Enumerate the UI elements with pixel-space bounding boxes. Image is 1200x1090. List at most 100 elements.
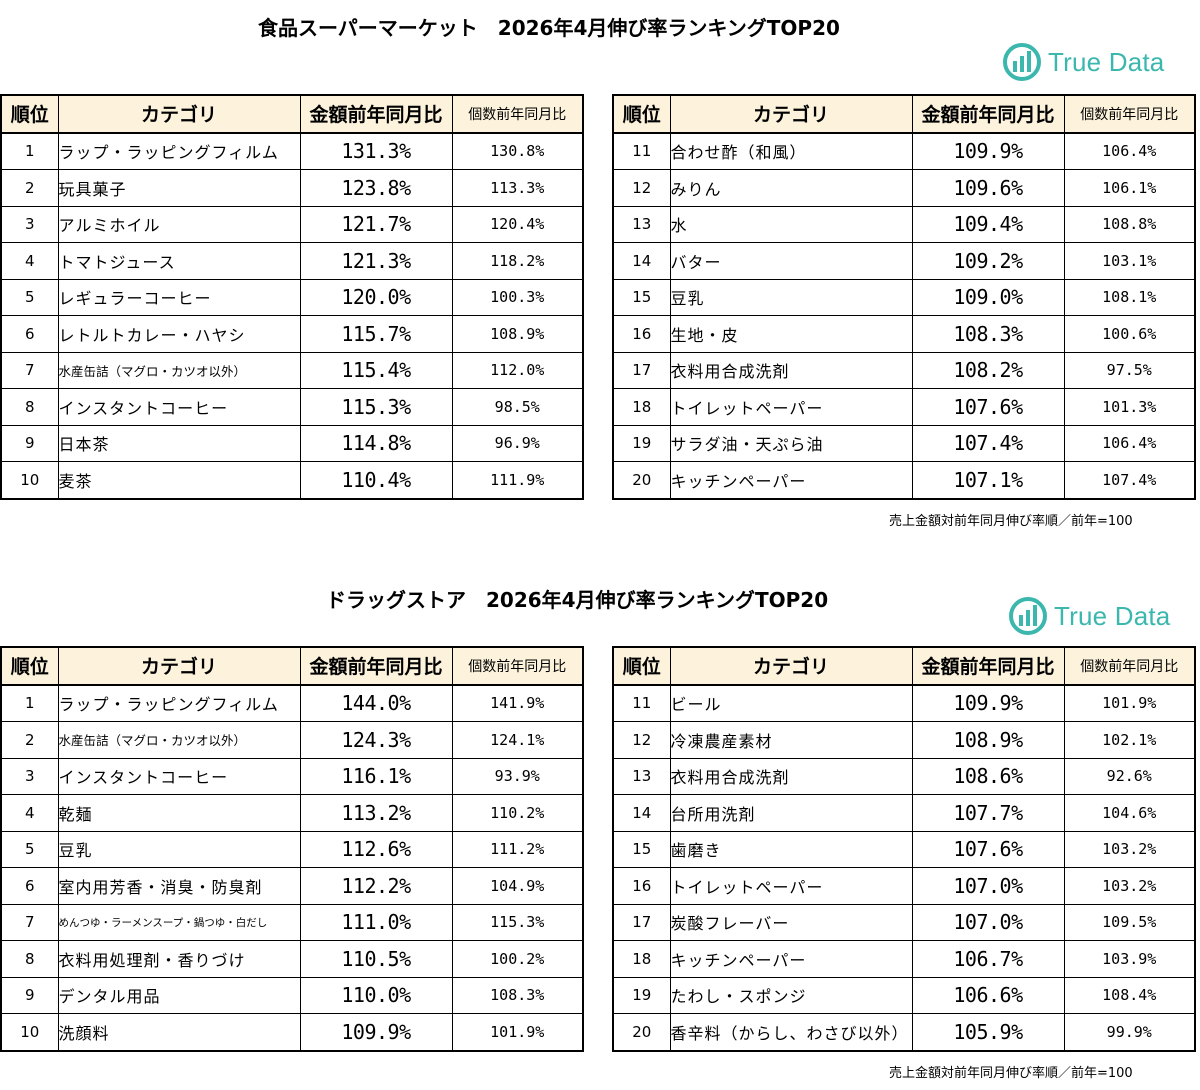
table-row: 14 台所用洗剤 107.7% 104.6% xyxy=(612,794,1196,832)
category-cell: 乾麺 xyxy=(57,794,301,832)
table-footnote-drugstore: 売上金額対前年同月伸び率順／前年=100 xyxy=(889,1066,1133,1081)
count-yoy-cell: 115.3% xyxy=(451,903,584,941)
table-row: 17 衣料用合成洗剤 108.2% 97.5% xyxy=(612,351,1196,389)
table-row: 13 水 109.4% 108.8% xyxy=(612,205,1196,243)
rank-cell: 15 xyxy=(612,278,671,316)
table-row: 4 トマトジュース 121.3% 118.2% xyxy=(0,242,584,280)
amount-yoy-cell: 109.9% xyxy=(911,132,1065,170)
header-category: カテゴリ xyxy=(669,646,913,686)
count-yoy-cell: 102.1% xyxy=(1063,721,1196,759)
count-yoy-cell: 108.9% xyxy=(451,315,584,353)
table-row: 3 インスタントコーヒー 116.1% 93.9% xyxy=(0,757,584,795)
category-cell: みりん xyxy=(669,169,913,207)
header-amount-yoy: 金額前年同月比 xyxy=(299,94,453,134)
category-cell: 炭酸フレーバー xyxy=(669,903,913,941)
count-yoy-cell: 96.9% xyxy=(451,424,584,462)
count-yoy-cell: 108.4% xyxy=(1063,976,1196,1014)
rank-cell: 8 xyxy=(0,940,59,978)
amount-yoy-cell: 107.1% xyxy=(911,461,1065,499)
amount-yoy-cell: 106.6% xyxy=(911,976,1065,1014)
table-row: 9 デンタル用品 110.0% 108.3% xyxy=(0,976,584,1014)
amount-yoy-cell: 107.6% xyxy=(911,388,1065,426)
rank-cell: 11 xyxy=(612,684,671,722)
category-cell: 日本茶 xyxy=(57,424,301,462)
table-row: 15 豆乳 109.0% 108.1% xyxy=(612,278,1196,316)
header-rank: 順位 xyxy=(0,646,59,686)
rank-cell: 8 xyxy=(0,388,59,426)
category-cell: キッチンペーパー xyxy=(669,940,913,978)
rank-cell: 7 xyxy=(0,903,59,941)
table-row: 18 トイレットペーパー 107.6% 101.3% xyxy=(612,388,1196,426)
table-row: 6 レトルトカレー・ハヤシ 115.7% 108.9% xyxy=(0,315,584,353)
rank-cell: 16 xyxy=(612,315,671,353)
table-header-row: 順位 カテゴリ 金額前年同月比 個数前年同月比 xyxy=(612,94,1196,134)
rank-cell: 17 xyxy=(612,351,671,389)
ranking-table-supermarket-11-20: 順位 カテゴリ 金額前年同月比 個数前年同月比 11 合わせ酢（和風） 109.9%… xyxy=(612,94,1196,500)
brand-name: True Data xyxy=(1048,46,1165,77)
category-cell: 豆乳 xyxy=(669,278,913,316)
header-count-yoy: 個数前年同月比 xyxy=(1063,94,1196,134)
count-yoy-cell: 108.3% xyxy=(451,976,584,1014)
rank-cell: 13 xyxy=(612,757,671,795)
table-row: 16 トイレットペーパー 107.0% 103.2% xyxy=(612,867,1196,905)
category-cell: たわし・スポンジ xyxy=(669,976,913,1014)
category-cell: 室内用芳香・消臭・防臭剤 xyxy=(57,867,301,905)
amount-yoy-cell: 112.2% xyxy=(299,867,453,905)
table-row: 3 アルミホイル 121.7% 120.4% xyxy=(0,205,584,243)
category-cell: 歯磨き xyxy=(669,830,913,868)
category-cell: キッチンペーパー xyxy=(669,461,913,499)
ranking-table-supermarket-1-10: 順位 カテゴリ 金額前年同月比 個数前年同月比 1 ラップ・ラッピングフィルム 13… xyxy=(0,94,584,500)
amount-yoy-cell: 109.0% xyxy=(911,278,1065,316)
table-row: 18 キッチンペーパー 106.7% 103.9% xyxy=(612,940,1196,978)
amount-yoy-cell: 107.0% xyxy=(911,867,1065,905)
rank-cell: 3 xyxy=(0,757,59,795)
table-row: 11 合わせ酢（和風） 109.9% 106.4% xyxy=(612,132,1196,170)
table-row: 10 麦茶 110.4% 111.9% xyxy=(0,461,584,499)
count-yoy-cell: 100.3% xyxy=(451,278,584,316)
rank-cell: 18 xyxy=(612,940,671,978)
header-count-yoy: 個数前年同月比 xyxy=(451,94,584,134)
category-cell: めんつゆ・ラーメンスープ・鍋つゆ・白だし xyxy=(57,903,301,941)
rank-cell: 13 xyxy=(612,205,671,243)
amount-yoy-cell: 115.4% xyxy=(299,351,453,389)
amount-yoy-cell: 109.6% xyxy=(911,169,1065,207)
count-yoy-cell: 104.9% xyxy=(451,867,584,905)
true-data-logo: True Data xyxy=(1002,42,1164,82)
amount-yoy-cell: 109.9% xyxy=(911,684,1065,722)
rank-cell: 5 xyxy=(0,830,59,868)
table-row: 9 日本茶 114.8% 96.9% xyxy=(0,424,584,462)
rank-cell: 1 xyxy=(0,132,59,170)
rank-cell: 5 xyxy=(0,278,59,316)
category-cell: 豆乳 xyxy=(57,830,301,868)
count-yoy-cell: 130.8% xyxy=(451,132,584,170)
count-yoy-cell: 103.2% xyxy=(1063,830,1196,868)
table-row: 17 炭酸フレーバー 107.0% 109.5% xyxy=(612,903,1196,941)
rank-cell: 4 xyxy=(0,242,59,280)
table-row: 6 室内用芳香・消臭・防臭剤 112.2% 104.9% xyxy=(0,867,584,905)
category-cell: 台所用洗剤 xyxy=(669,794,913,832)
rank-cell: 15 xyxy=(612,830,671,868)
table-row: 12 みりん 109.6% 106.1% xyxy=(612,169,1196,207)
section-title-drugstore: ドラッグストア 2026年4月伸び率ランキングTOP20 xyxy=(326,588,829,612)
amount-yoy-cell: 144.0% xyxy=(299,684,453,722)
count-yoy-cell: 101.3% xyxy=(1063,388,1196,426)
amount-yoy-cell: 109.4% xyxy=(911,205,1065,243)
rank-cell: 14 xyxy=(612,242,671,280)
rank-cell: 16 xyxy=(612,867,671,905)
count-yoy-cell: 97.5% xyxy=(1063,351,1196,389)
rank-cell: 9 xyxy=(0,424,59,462)
amount-yoy-cell: 131.3% xyxy=(299,132,453,170)
bar-chart-logo-icon xyxy=(1003,43,1041,81)
category-cell: インスタントコーヒー xyxy=(57,757,301,795)
count-yoy-cell: 108.1% xyxy=(1063,278,1196,316)
table-row: 19 たわし・スポンジ 106.6% 108.4% xyxy=(612,976,1196,1014)
amount-yoy-cell: 108.9% xyxy=(911,721,1065,759)
rank-cell: 17 xyxy=(612,903,671,941)
rank-cell: 2 xyxy=(0,169,59,207)
table-footnote-supermarket: 売上金額対前年同月伸び率順／前年=100 xyxy=(889,514,1133,529)
amount-yoy-cell: 108.3% xyxy=(911,315,1065,353)
amount-yoy-cell: 123.8% xyxy=(299,169,453,207)
header-amount-yoy: 金額前年同月比 xyxy=(911,94,1065,134)
amount-yoy-cell: 124.3% xyxy=(299,721,453,759)
header-rank: 順位 xyxy=(0,94,59,134)
